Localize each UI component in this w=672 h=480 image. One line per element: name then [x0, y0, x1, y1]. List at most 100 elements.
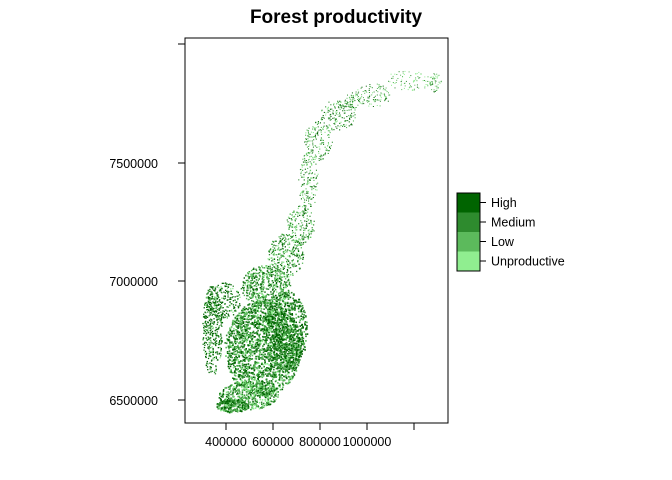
forest-cell [267, 265, 270, 268]
forest-cell [278, 383, 281, 385]
forest-cell [239, 303, 241, 305]
forest-cell [230, 284, 232, 286]
forest-cell [275, 361, 277, 363]
forest-cell [242, 322, 245, 324]
forest-cell [311, 163, 313, 165]
forest-cell [282, 300, 284, 302]
forest-cell [289, 359, 291, 361]
forest-cell [275, 322, 277, 325]
forest-cell [219, 402, 221, 404]
forest-cell [261, 293, 263, 295]
forest-cell [273, 374, 276, 376]
forest-cell [273, 305, 275, 308]
forest-cell [237, 359, 240, 361]
forest-cell [277, 310, 279, 313]
forest-cell [215, 370, 217, 372]
forest-cell [292, 303, 295, 306]
forest-cell [298, 242, 300, 244]
forest-cell [285, 295, 288, 298]
forest-cell [268, 283, 270, 286]
forest-cell [244, 406, 247, 409]
forest-cell [310, 221, 312, 224]
forest-cell [255, 296, 257, 298]
forest-cell [204, 341, 206, 343]
forest-cell [272, 292, 274, 294]
forest-cell [281, 361, 283, 364]
forest-cell [234, 400, 237, 403]
forest-cell [293, 250, 296, 252]
forest-cell [280, 268, 282, 270]
forest-cell [279, 311, 281, 314]
forest-cell [260, 288, 262, 290]
forest-cell [301, 164, 303, 166]
forest-cell [307, 179, 309, 181]
forest-cell [215, 300, 217, 302]
forest-cell [267, 381, 269, 383]
forest-cell [281, 353, 284, 355]
forest-cell [219, 304, 221, 306]
forest-cell [224, 387, 226, 389]
forest-cell [303, 176, 305, 178]
forest-cell [289, 224, 291, 226]
forest-cell [263, 329, 265, 331]
forest-cell [268, 311, 270, 314]
forest-cell [224, 342, 226, 344]
forest-cell [277, 382, 279, 384]
forest-cell [315, 133, 317, 135]
forest-cell [216, 292, 218, 295]
forest-cell [269, 369, 271, 372]
forest-cell [215, 328, 218, 331]
forest-cell [255, 402, 257, 405]
forest-cell [213, 338, 215, 341]
forest-cell [264, 312, 267, 315]
forest-cell [229, 368, 232, 371]
forest-cell [250, 275, 252, 277]
forest-cell [237, 405, 240, 408]
forest-cell [279, 363, 281, 365]
forest-cell [212, 310, 214, 312]
forest-cell [218, 317, 220, 319]
forest-cell [313, 179, 315, 181]
forest-cell [272, 295, 275, 297]
forest-cell [280, 273, 282, 275]
forest-cell [272, 331, 274, 333]
forest-cell [295, 313, 297, 316]
forest-cell [307, 208, 309, 210]
forest-cell [256, 322, 258, 325]
forest-cell [248, 402, 250, 404]
forest-cell [256, 310, 259, 312]
forest-cell [214, 308, 216, 310]
forest-cell [263, 272, 265, 275]
forest-cell [287, 332, 290, 335]
forest-cell [226, 400, 228, 403]
forest-cell [253, 402, 256, 405]
forest-cell [291, 264, 293, 266]
forest-cell [286, 274, 288, 276]
forest-cell [256, 386, 258, 388]
forest-cell [284, 343, 286, 345]
forest-cell [277, 319, 280, 322]
forest-cell [270, 293, 272, 295]
forest-cell [261, 385, 263, 388]
forest-cell [237, 327, 239, 329]
forest-cell [286, 365, 288, 368]
forest-cell [281, 304, 283, 306]
forest-cell [211, 308, 213, 310]
forest-cell [263, 296, 266, 298]
forest-cell [284, 337, 287, 339]
forest-cell [256, 401, 258, 403]
forest-cell [275, 325, 278, 327]
forest-cell [292, 329, 295, 332]
forest-cell [269, 337, 272, 340]
forest-cell [303, 316, 305, 319]
forest-cell [245, 357, 247, 359]
forest-cell [236, 411, 239, 413]
forest-cell [298, 337, 301, 339]
forest-cell [263, 315, 265, 318]
forest-cell [288, 352, 291, 355]
forest-cell [293, 374, 296, 376]
forest-cell [269, 257, 271, 259]
forest-cell [304, 311, 306, 314]
forest-cell [208, 371, 210, 374]
forest-cell [309, 156, 311, 158]
